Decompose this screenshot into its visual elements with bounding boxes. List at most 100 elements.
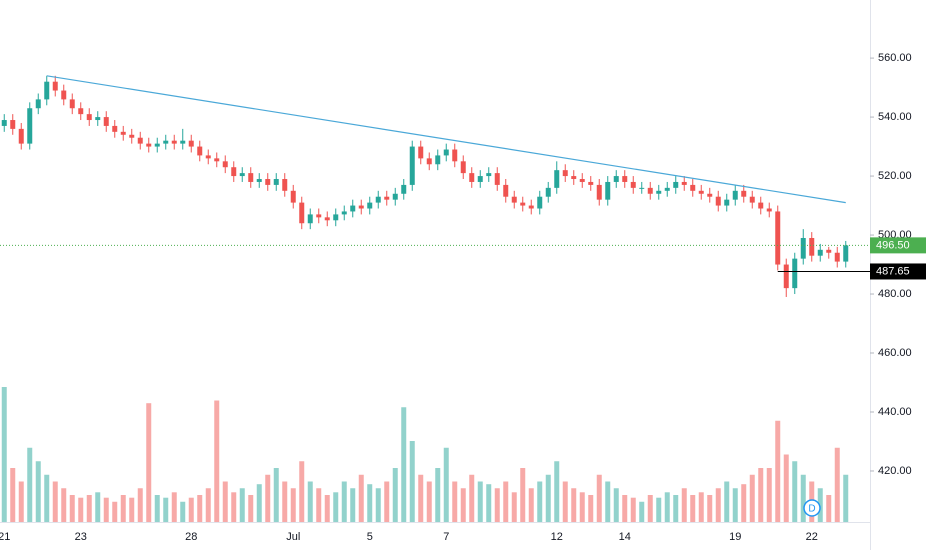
volume-bar [86,495,92,522]
candle-body [316,214,322,218]
candle-body [265,179,271,185]
candle-body [282,179,288,191]
volume-bar [647,495,653,522]
volume-bar [78,497,84,522]
volume-bar [316,488,322,522]
volume-bar [715,488,721,522]
candle-body [775,211,781,265]
volume-bar [528,488,534,522]
volume-bar [52,481,58,522]
volume-bar [630,497,636,522]
volume-bar [426,481,432,522]
candle-body [647,187,653,194]
candle-body [27,108,33,144]
volume-bar [392,468,398,522]
candle-body [35,99,41,109]
volume-bar [605,481,611,522]
x-tick-label: 7 [443,531,449,543]
volume-bar [214,400,220,522]
candle-body [1,120,7,126]
volume-bar [205,488,211,522]
volume-bar [537,481,543,522]
volume-bar [758,468,764,522]
volume-bar [188,497,194,522]
candle-body [758,202,764,209]
candle-body [350,205,356,212]
candle-body [486,173,492,177]
candle-body [358,205,364,209]
volume-bar [10,468,16,522]
volume-bar [375,488,381,522]
volume-bar [800,474,806,522]
volume-bar [358,474,364,522]
candle-body [341,211,347,215]
volume-bar [673,495,679,522]
volume-bar [103,497,109,522]
volume-bar [664,492,670,522]
volume-bar [256,484,262,522]
candle-body [418,146,424,159]
volume-bar [766,468,772,522]
candle-body [367,202,373,209]
volume-bar [460,488,466,522]
volume-bar [197,495,203,522]
trend-line [46,75,846,204]
volume-bar [571,488,577,522]
candle-body [333,214,339,221]
volume-bar [639,501,645,522]
volume-bar [562,481,568,522]
candle-body [639,187,645,189]
volume-bar [180,501,186,522]
candle-body [112,125,118,132]
candle-body [707,193,713,197]
candle-body [579,179,585,182]
y-tick-label: 420.00 [878,465,912,477]
volume-bar [350,488,356,522]
candle-body [409,146,415,185]
candle-body [537,196,543,209]
candle-body [681,181,687,185]
candle-body [52,81,58,91]
volume-bar [120,495,126,522]
candle-body [732,190,738,200]
candle-body [571,176,577,180]
candle-body [95,117,101,121]
x-tick-label: 19 [729,531,741,543]
volume-bar [724,481,730,522]
candle-body [460,161,466,174]
volume-bar [732,488,738,522]
volume-bar [222,481,228,522]
y-tick-label: 540.00 [878,111,912,123]
candle-body [154,143,160,147]
volume-bar [494,488,500,522]
volume-bar [690,495,696,522]
candle-body [766,208,772,212]
candle-body [664,187,670,191]
volume-bar [129,497,135,522]
candle-body [239,173,245,177]
x-tick-label: 22 [806,531,818,543]
volume-bar [435,468,441,522]
x-tick-label: 14 [619,531,631,543]
volume-bar [265,474,271,522]
candle-body [392,193,398,200]
x-tick-label: 28 [185,531,197,543]
marker-icon [803,499,821,517]
volume-bar [783,454,789,522]
candle-body [103,117,109,126]
volume-bar [18,481,24,522]
volume-bar [69,495,75,522]
volume-bar [341,481,347,522]
volume-bar [452,481,458,522]
x-tick-label: 21 [0,531,10,543]
volume-bar [443,447,449,522]
volume-bar [520,468,526,522]
candle-body [384,196,390,200]
candle-body [494,173,500,185]
candle-body [562,170,568,177]
candle-body [554,170,560,188]
candle-body [698,190,704,194]
candle-body [129,134,135,138]
volume-bar [792,461,798,522]
